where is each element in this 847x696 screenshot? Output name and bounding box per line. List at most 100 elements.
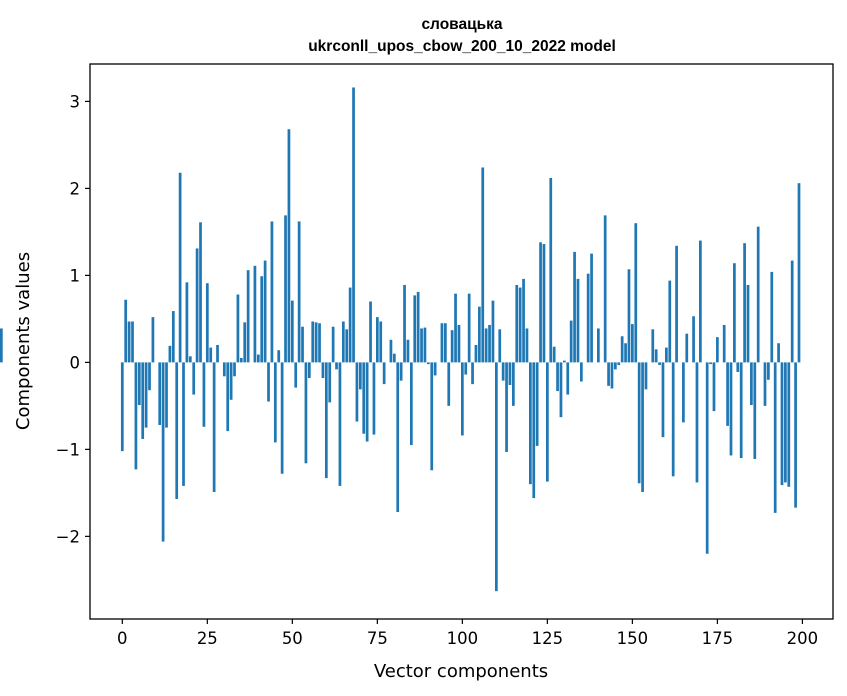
- bar-45: [273, 362, 277, 443]
- bar-19: [185, 282, 189, 363]
- bar-100: [460, 362, 464, 436]
- bar-133: [573, 251, 576, 363]
- bar-198: [794, 362, 797, 508]
- bar-160: [665, 347, 668, 363]
- bar-117: [518, 287, 522, 363]
- bar-104: [474, 344, 478, 363]
- bar-33: [233, 362, 236, 377]
- bar-20: [188, 356, 192, 363]
- bar-113: [505, 362, 508, 452]
- y-axis-label: Components values: [13, 252, 34, 430]
- bar-180: [733, 263, 736, 363]
- x-tick-label: 200: [787, 629, 819, 648]
- bar-86: [413, 295, 417, 363]
- bar-98: [454, 293, 457, 363]
- bar-64: [338, 362, 342, 486]
- bar-54: [304, 362, 308, 464]
- bar-97: [450, 330, 454, 363]
- bar-161: [668, 280, 672, 363]
- bar-179: [729, 362, 733, 456]
- bar-116: [515, 284, 519, 363]
- x-axis-ticks: 0 25 50 75 100 125 150 175 200: [117, 619, 818, 648]
- bar-94: [440, 323, 444, 363]
- bar-82: [399, 362, 403, 381]
- bar-87: [416, 291, 420, 363]
- bar-76: [379, 321, 383, 363]
- bar-194: [780, 362, 784, 486]
- bar-110: [494, 362, 498, 592]
- bar-32: [229, 362, 233, 400]
- bar-2: [127, 321, 131, 363]
- bar-35: [239, 358, 243, 363]
- bar-124: [542, 244, 546, 363]
- bar-121: [532, 362, 536, 499]
- bar-134: [576, 278, 580, 363]
- bar-156: [651, 329, 655, 363]
- bar-34: [236, 294, 240, 363]
- bar-166: [685, 333, 689, 363]
- bar-85: [409, 362, 413, 446]
- bar-128: [556, 362, 559, 392]
- bar-50: [290, 300, 294, 363]
- bar-21: [192, 362, 196, 395]
- bar-173: [709, 362, 712, 365]
- bar-106: [481, 167, 485, 363]
- bar-172: [705, 362, 709, 554]
- bar-168: [692, 316, 695, 363]
- bar-72: [365, 362, 369, 442]
- bar-27: [212, 362, 216, 492]
- bar-149: [627, 269, 631, 363]
- bar-190: [767, 362, 770, 380]
- bar-61: [328, 362, 332, 403]
- bar-66: [345, 329, 349, 363]
- bar-65: [341, 321, 345, 363]
- bar-81: [396, 362, 400, 512]
- bar-108: [488, 324, 491, 363]
- bar-154: [644, 362, 648, 390]
- bar-169: [695, 362, 699, 483]
- bar-183: [743, 243, 746, 363]
- bar-146: [617, 362, 621, 365]
- bar-159: [661, 362, 665, 438]
- bar-147: [620, 336, 624, 363]
- bar-120: [529, 362, 532, 485]
- bar-77: [382, 362, 386, 385]
- chart-subtitle: ukrconll_upos_cbow_200_10_2022 model: [308, 38, 616, 55]
- bar-31: [226, 362, 230, 432]
- bar-102: [467, 293, 471, 363]
- x-tick-label: 50: [282, 629, 303, 648]
- bar-175: [716, 337, 719, 363]
- bar-99: [457, 324, 461, 363]
- bar-84: [406, 339, 410, 363]
- bar-53: [301, 326, 304, 363]
- bar-90: [426, 362, 430, 365]
- bar-182: [739, 362, 743, 459]
- bar-17: [178, 172, 182, 363]
- bar-142: [603, 215, 607, 363]
- bar-103: [471, 362, 474, 385]
- x-tick-label: 25: [197, 629, 218, 648]
- x-tick-label: 125: [532, 629, 564, 648]
- bar-series: [0, 87, 801, 592]
- bar-185: [750, 362, 753, 406]
- bar-62: [331, 326, 335, 363]
- x-tick-label: 75: [367, 629, 388, 648]
- bar-197: [790, 260, 794, 363]
- bar-187: [756, 226, 760, 363]
- bar-112: [501, 362, 505, 381]
- bar-189: [763, 362, 767, 406]
- bar-56: [311, 321, 315, 363]
- bar-95: [443, 323, 447, 363]
- bar-68: [352, 87, 355, 363]
- bar-12: [161, 362, 165, 542]
- bar-13: [165, 362, 168, 428]
- bar-184: [746, 284, 750, 363]
- bar-3: [131, 321, 134, 363]
- y-tick-label: 0: [70, 353, 81, 372]
- bar-174: [712, 362, 716, 412]
- bar-60: [324, 362, 328, 479]
- bar-69: [355, 362, 359, 422]
- bar-5: [137, 362, 141, 406]
- y-tick-label: 1: [70, 266, 81, 285]
- bar-163: [675, 245, 678, 363]
